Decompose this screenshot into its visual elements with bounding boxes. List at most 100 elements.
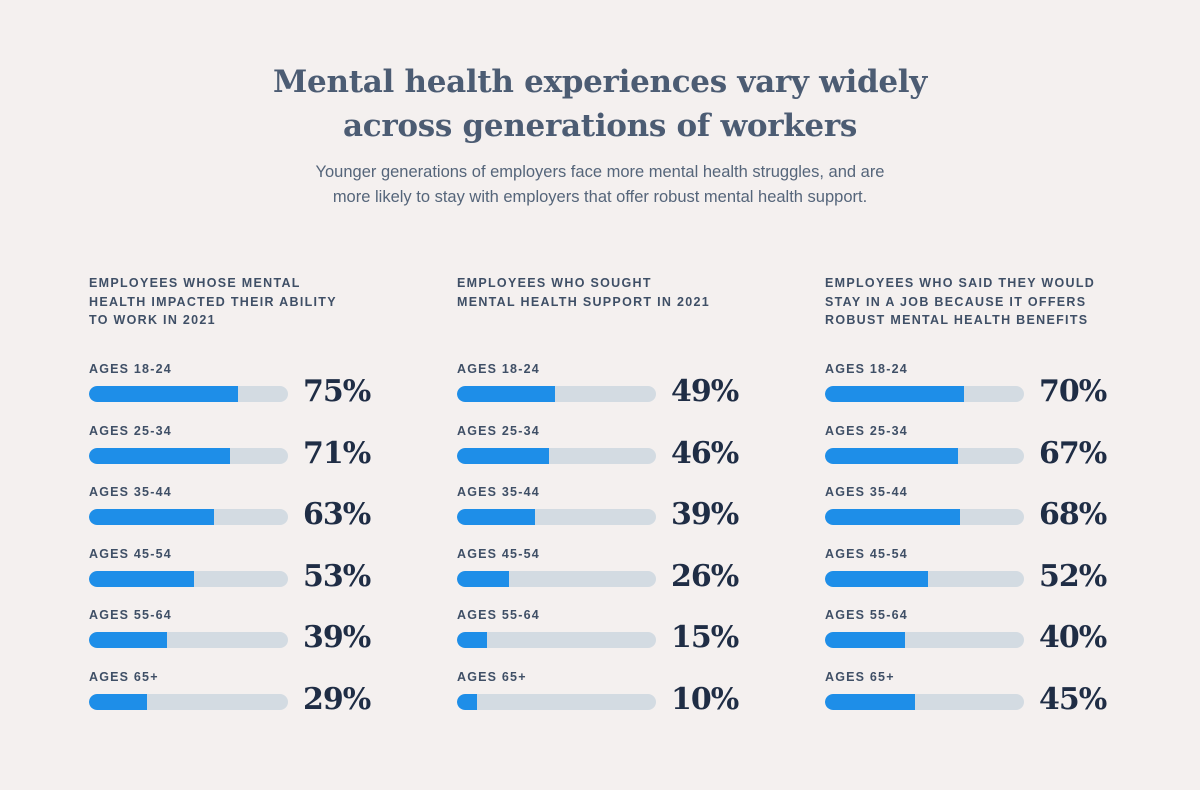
bar-row: AGES 55-64 39% xyxy=(89,600,389,662)
bar-row: AGES 18-24 70% xyxy=(825,354,1125,416)
bar-row: AGES 35-44 39% xyxy=(457,477,757,539)
title-line-2: across generations of workers xyxy=(342,108,858,144)
data-label: 71% xyxy=(303,435,371,471)
bar-track xyxy=(457,693,656,710)
bar xyxy=(825,693,915,710)
bar-track xyxy=(457,447,656,464)
bar-track xyxy=(457,509,656,525)
bar-row: AGES 25-34 71% xyxy=(89,416,389,478)
data-label: 39% xyxy=(303,620,371,655)
data-label: 15% xyxy=(671,620,739,655)
data-label: 39% xyxy=(671,497,739,532)
bar-track xyxy=(457,570,656,587)
category-label: AGES 18-24 xyxy=(89,362,172,376)
data-label: 63% xyxy=(303,497,371,532)
bar-track xyxy=(457,632,656,648)
data-label: 46% xyxy=(671,435,739,471)
data-label: 29% xyxy=(303,681,371,717)
data-label: 70% xyxy=(1039,374,1107,409)
data-label: 68% xyxy=(1039,497,1107,532)
bar-track xyxy=(89,509,288,525)
title-line-1: Mental health experiences vary widely xyxy=(273,64,927,100)
bar xyxy=(825,632,905,648)
data-label: 49% xyxy=(671,374,739,409)
bar xyxy=(825,386,965,402)
bar xyxy=(457,632,487,648)
bar-track xyxy=(825,693,1024,710)
bar-row: AGES 55-64 15% xyxy=(457,600,757,662)
category-label: AGES 55-64 xyxy=(457,608,540,622)
bar xyxy=(457,509,535,525)
data-label: 67% xyxy=(1039,435,1107,471)
category-label: AGES 65+ xyxy=(825,669,895,684)
bar-row: AGES 65+ 10% xyxy=(457,662,757,724)
bar-track xyxy=(825,632,1024,648)
bar-track xyxy=(825,386,1024,402)
category-label: AGES 55-64 xyxy=(825,608,908,622)
bar xyxy=(825,447,959,464)
bar xyxy=(89,447,231,464)
category-label: AGES 55-64 xyxy=(89,608,172,622)
category-label: AGES 25-34 xyxy=(825,423,908,438)
bar-row: AGES 65+ 45% xyxy=(825,662,1125,724)
bar xyxy=(457,447,549,464)
bar xyxy=(89,570,195,587)
bar xyxy=(457,386,555,402)
category-label: AGES 35-44 xyxy=(457,485,540,499)
bar-row: AGES 45-54 53% xyxy=(89,539,389,601)
bar-row: AGES 25-34 67% xyxy=(825,416,1125,478)
chart-panel-ability-to-work: EMPLOYEES WHOSE MENTAL HEALTH IMPACTED T… xyxy=(89,274,389,723)
bar-row: AGES 18-24 49% xyxy=(457,354,757,416)
chart-heading: EMPLOYEES WHO SOUGHT MENTAL HEALTH SUPPO… xyxy=(457,276,711,309)
data-label: 52% xyxy=(1039,558,1107,594)
bar-track xyxy=(825,509,1024,525)
bar xyxy=(457,693,477,710)
bar-rows: AGES 18-24 49% AGES 25-34 46% AGES 35-44 39% A… xyxy=(457,354,757,723)
bar-track xyxy=(89,632,288,648)
bar xyxy=(89,509,215,525)
bar xyxy=(89,632,167,648)
bar-track xyxy=(457,386,656,402)
category-label: AGES 45-54 xyxy=(825,546,908,561)
bar xyxy=(457,570,509,587)
category-label: AGES 65+ xyxy=(89,669,159,684)
chart-panel-sought-support: EMPLOYEES WHO SOUGHT MENTAL HEALTH SUPPO… xyxy=(457,274,757,723)
bar-track xyxy=(825,570,1024,587)
chart-panel-stay-in-job: EMPLOYEES WHO SAID THEY WOULD STAY IN A … xyxy=(825,274,1125,723)
category-label: AGES 18-24 xyxy=(825,362,908,376)
category-label: AGES 45-54 xyxy=(89,546,172,561)
subtitle-line-2: more likely to stay with employers that … xyxy=(332,188,868,206)
data-label: 45% xyxy=(1039,681,1107,717)
category-label: AGES 45-54 xyxy=(457,546,540,561)
bar-row: AGES 35-44 68% xyxy=(825,477,1125,539)
category-label: AGES 35-44 xyxy=(825,485,908,499)
category-label: AGES 65+ xyxy=(457,669,527,684)
page-subtitle: Younger generations of employers face mo… xyxy=(300,160,900,210)
bar-track xyxy=(825,447,1024,464)
bar-row: AGES 25-34 46% xyxy=(457,416,757,478)
chart-heading: EMPLOYEES WHOSE MENTAL HEALTH IMPACTED T… xyxy=(89,276,337,327)
data-label: 53% xyxy=(303,558,371,594)
page-title: Mental health experiences vary widely ac… xyxy=(0,60,1200,148)
data-label: 75% xyxy=(303,374,371,409)
bar-row: AGES 35-44 63% xyxy=(89,477,389,539)
bar xyxy=(825,509,961,525)
bar-rows: AGES 18-24 70% AGES 25-34 67% AGES 35-44 68% A… xyxy=(825,354,1125,723)
bar-rows: AGES 18-24 75% AGES 25-34 71% AGES 35-44 63% A… xyxy=(89,354,389,723)
bar xyxy=(89,386,239,402)
bar xyxy=(825,570,929,587)
category-label: AGES 25-34 xyxy=(457,423,540,438)
subtitle-line-1: Younger generations of employers face mo… xyxy=(315,163,885,181)
bar xyxy=(89,693,147,710)
bar-track xyxy=(89,447,288,464)
category-label: AGES 35-44 xyxy=(89,485,172,499)
bar-row: AGES 45-54 26% xyxy=(457,539,757,601)
bar-row: AGES 45-54 52% xyxy=(825,539,1125,601)
data-label: 40% xyxy=(1039,620,1107,655)
category-label: AGES 25-34 xyxy=(89,423,172,438)
bar-track xyxy=(89,570,288,587)
bar-row: AGES 18-24 75% xyxy=(89,354,389,416)
data-label: 10% xyxy=(671,681,739,717)
bar-track xyxy=(89,386,288,402)
data-label: 26% xyxy=(671,558,739,594)
